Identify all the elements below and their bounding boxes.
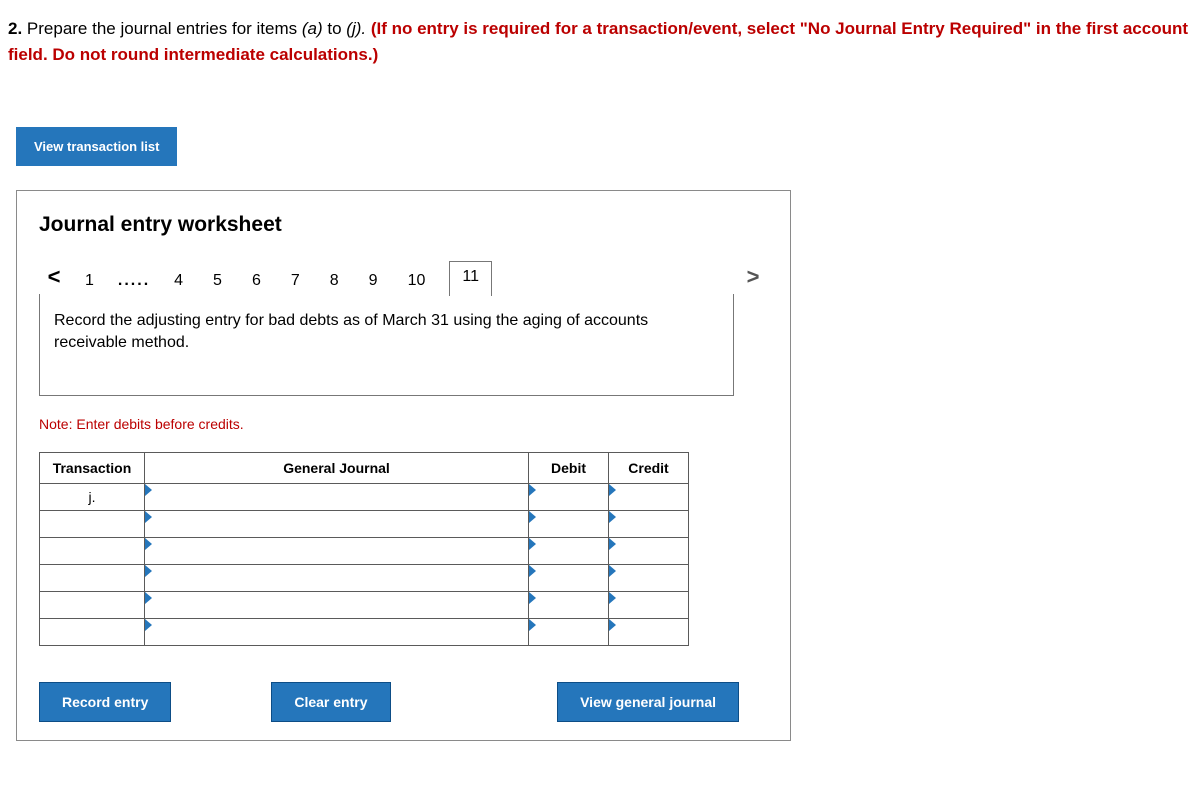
view-transaction-list-button[interactable]: View transaction list — [16, 127, 177, 166]
clear-entry-button[interactable]: Clear entry — [271, 682, 390, 722]
col-debit: Debit — [529, 452, 609, 483]
cell-transaction — [40, 564, 145, 591]
dropdown-marker-icon — [145, 565, 152, 577]
cell-credit[interactable] — [609, 564, 689, 591]
cell-debit[interactable] — [529, 618, 609, 645]
cell-general-journal[interactable] — [145, 618, 529, 645]
dropdown-marker-icon — [529, 592, 536, 604]
transaction-prompt: Record the adjusting entry for bad debts… — [39, 294, 734, 396]
cell-general-journal[interactable] — [145, 564, 529, 591]
question-text-mid: to — [323, 19, 347, 38]
tab-8[interactable]: 8 — [324, 268, 345, 294]
cell-credit[interactable] — [609, 591, 689, 618]
worksheet-title: Journal entry worksheet — [39, 213, 768, 237]
record-entry-button[interactable]: Record entry — [39, 682, 171, 722]
col-general-journal: General Journal — [145, 452, 529, 483]
table-row — [40, 618, 689, 645]
journal-entry-worksheet: Journal entry worksheet < 1..... 456789 10… — [16, 190, 791, 741]
cell-debit[interactable] — [529, 510, 609, 537]
col-credit: Credit — [609, 452, 689, 483]
cell-general-journal[interactable] — [145, 537, 529, 564]
tab-ellipsis: ..... — [118, 268, 150, 294]
table-row — [40, 537, 689, 564]
question-prompt: 2. Prepare the journal entries for items… — [8, 16, 1192, 67]
tab-10[interactable]: 10 — [402, 268, 432, 294]
dropdown-marker-icon — [609, 538, 616, 550]
question-item-j: (j). — [346, 19, 366, 38]
cell-credit[interactable] — [609, 537, 689, 564]
tab-7[interactable]: 7 — [285, 268, 306, 294]
cell-general-journal[interactable] — [145, 591, 529, 618]
dropdown-marker-icon — [529, 484, 536, 496]
cell-transaction — [40, 618, 145, 645]
dropdown-marker-icon — [609, 511, 616, 523]
dropdown-marker-icon — [145, 484, 152, 496]
cell-transaction — [40, 591, 145, 618]
dropdown-marker-icon — [609, 592, 616, 604]
tab-6[interactable]: 6 — [246, 268, 267, 294]
dropdown-marker-icon — [609, 565, 616, 577]
nav-next-icon[interactable]: > — [738, 264, 768, 290]
nav-prev-icon[interactable]: < — [39, 264, 69, 290]
dropdown-marker-icon — [529, 538, 536, 550]
cell-transaction — [40, 537, 145, 564]
table-row — [40, 510, 689, 537]
tab-11[interactable]: 11 — [449, 261, 492, 296]
cell-transaction: j. — [40, 483, 145, 510]
tab-row: < 1..... 456789 10 11 > — [39, 259, 768, 294]
dropdown-marker-icon — [145, 592, 152, 604]
dropdown-marker-icon — [529, 565, 536, 577]
question-number: 2. — [8, 19, 22, 38]
cell-debit[interactable] — [529, 591, 609, 618]
dropdown-marker-icon — [529, 511, 536, 523]
view-general-journal-button[interactable]: View general journal — [557, 682, 739, 722]
table-row — [40, 591, 689, 618]
tab-9[interactable]: 9 — [363, 268, 384, 294]
dropdown-marker-icon — [529, 619, 536, 631]
tab-4[interactable]: 4 — [168, 268, 189, 294]
cell-credit[interactable] — [609, 618, 689, 645]
cell-debit[interactable] — [529, 537, 609, 564]
journal-entry-table: Transaction General Journal Debit Credit… — [39, 452, 689, 646]
cell-credit[interactable] — [609, 510, 689, 537]
tab-1[interactable]: 1 — [79, 268, 100, 294]
question-item-a: (a) — [302, 19, 323, 38]
question-text-before: Prepare the journal entries for items — [22, 19, 302, 38]
dropdown-marker-icon — [145, 511, 152, 523]
action-button-row: Record entry Clear entry View general jo… — [39, 682, 739, 722]
dropdown-marker-icon — [145, 619, 152, 631]
table-row — [40, 564, 689, 591]
table-row: j. — [40, 483, 689, 510]
cell-general-journal[interactable] — [145, 510, 529, 537]
cell-transaction — [40, 510, 145, 537]
cell-debit[interactable] — [529, 564, 609, 591]
dropdown-marker-icon — [609, 619, 616, 631]
cell-general-journal[interactable] — [145, 483, 529, 510]
cell-debit[interactable] — [529, 483, 609, 510]
tab-5[interactable]: 5 — [207, 268, 228, 294]
cell-credit[interactable] — [609, 483, 689, 510]
note-text: Note: Enter debits before credits. — [39, 416, 768, 432]
col-transaction: Transaction — [40, 452, 145, 483]
dropdown-marker-icon — [145, 538, 152, 550]
dropdown-marker-icon — [609, 484, 616, 496]
